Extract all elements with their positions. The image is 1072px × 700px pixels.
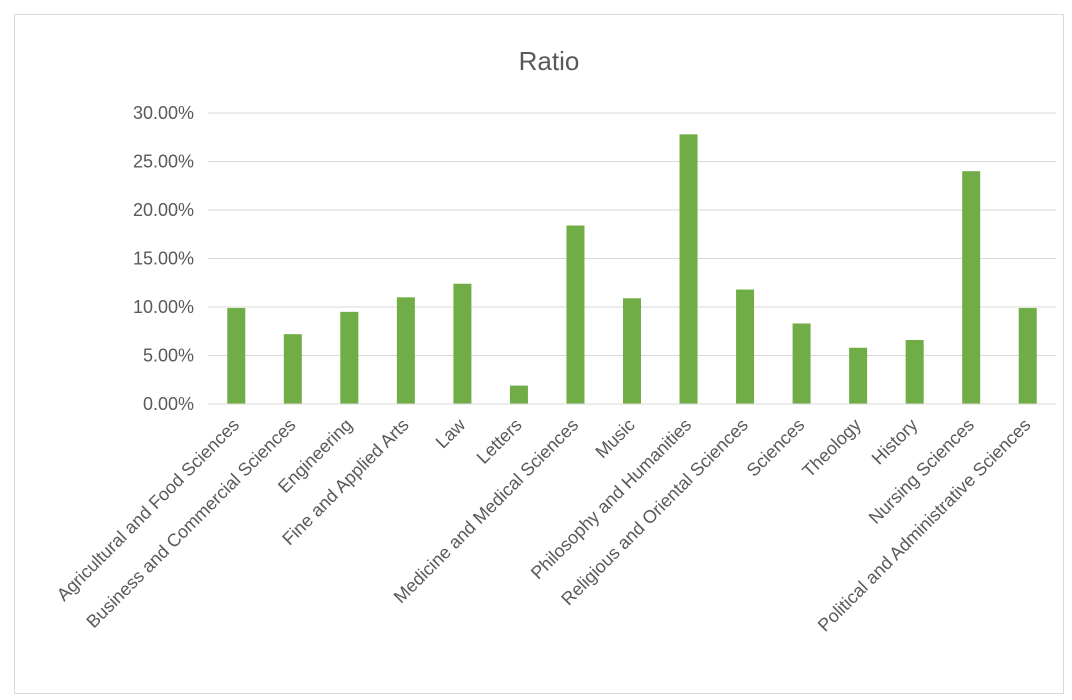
bar xyxy=(453,283,472,404)
y-axis-ticks: 0.00% 5.00% 10.00% 15.00% 20.00% 25.00% 30.00% xyxy=(133,103,194,414)
x-tick-label: Nursing Sciences xyxy=(865,415,978,528)
y-tick-label: 5.00% xyxy=(143,346,194,366)
x-tick-label: History xyxy=(868,415,922,469)
bar xyxy=(736,289,755,404)
y-tick-label: 10.00% xyxy=(133,297,194,317)
y-tick-label: 0.00% xyxy=(143,394,194,414)
bar xyxy=(623,298,641,404)
bar xyxy=(396,297,415,404)
bar xyxy=(679,134,698,404)
bar xyxy=(509,385,528,404)
x-tick-label: Theology xyxy=(798,415,865,482)
bar xyxy=(566,225,585,404)
bar xyxy=(962,171,981,404)
y-tick-label: 30.00% xyxy=(133,103,194,123)
x-tick-label: Law xyxy=(432,414,470,452)
bars xyxy=(227,134,1037,404)
y-tick-label: 20.00% xyxy=(133,200,194,220)
bar xyxy=(340,311,359,404)
x-tick-label: Sciences xyxy=(743,415,809,481)
y-tick-label: 25.00% xyxy=(133,152,194,172)
x-tick-label: Political and Administrative Sciences xyxy=(814,415,1035,636)
chart-frame xyxy=(14,14,1064,694)
chart-title: Ratio xyxy=(519,46,580,76)
x-tick-label: Letters xyxy=(473,415,526,468)
x-tick-label: Business and Commercial Sciences xyxy=(82,415,299,632)
bar xyxy=(905,339,924,404)
bar xyxy=(1018,307,1037,404)
x-tick-label: Music xyxy=(591,415,638,462)
bar xyxy=(849,347,868,404)
bar xyxy=(227,307,246,404)
bar xyxy=(283,334,302,404)
y-tick-label: 15.00% xyxy=(133,249,194,269)
bar xyxy=(792,323,811,404)
